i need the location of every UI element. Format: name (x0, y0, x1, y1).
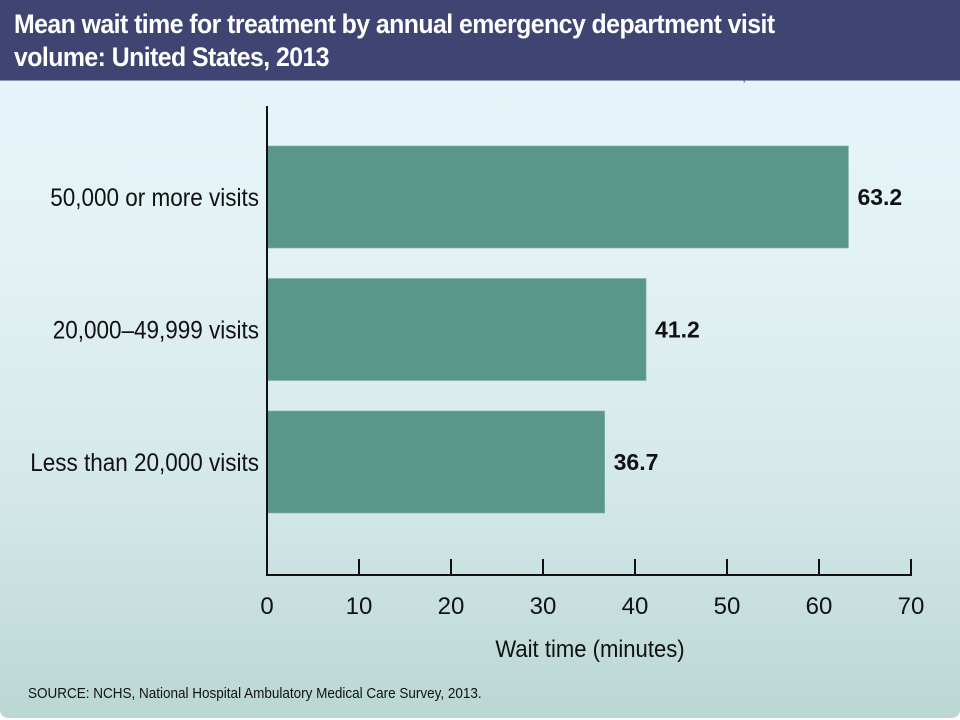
title-banner: Mean wait time for treatment by annual e… (0, 0, 960, 81)
x-tick-label: 70 (898, 593, 925, 620)
category-label: 20,000–49,999 visits (53, 316, 259, 344)
x-tick-label: 20 (438, 593, 465, 620)
value-label: 36.7 (614, 449, 659, 475)
bar-0 (266, 145, 849, 249)
x-tick-label: 0 (260, 593, 273, 620)
value-label: 63.2 (857, 184, 902, 210)
x-tick-label: 30 (530, 593, 557, 620)
x-tick-label: 10 (346, 593, 373, 620)
x-tick-label: 60 (806, 593, 833, 620)
source-note: SOURCE: NCHS, National Hospital Ambulato… (28, 685, 482, 702)
chart-title: Mean wait time for treatment by annual e… (14, 9, 775, 72)
bar-2 (266, 410, 605, 514)
x-axis-title: Wait time (minutes) (495, 635, 684, 662)
bars-layer (266, 145, 849, 514)
stray-mark: ʼ (743, 80, 746, 91)
category-label: Less than 20,000 visits (30, 449, 259, 477)
x-tick-label: 40 (622, 593, 649, 620)
axes-layer (266, 106, 912, 576)
value-label: 41.2 (655, 317, 700, 343)
labels-layer: 50,000 or more visits 63.2 20,000–49,999 v… (30, 184, 924, 620)
category-label: 50,000 or more visits (50, 184, 259, 212)
bar-1 (266, 278, 647, 381)
x-tick-label: 50 (714, 593, 741, 620)
